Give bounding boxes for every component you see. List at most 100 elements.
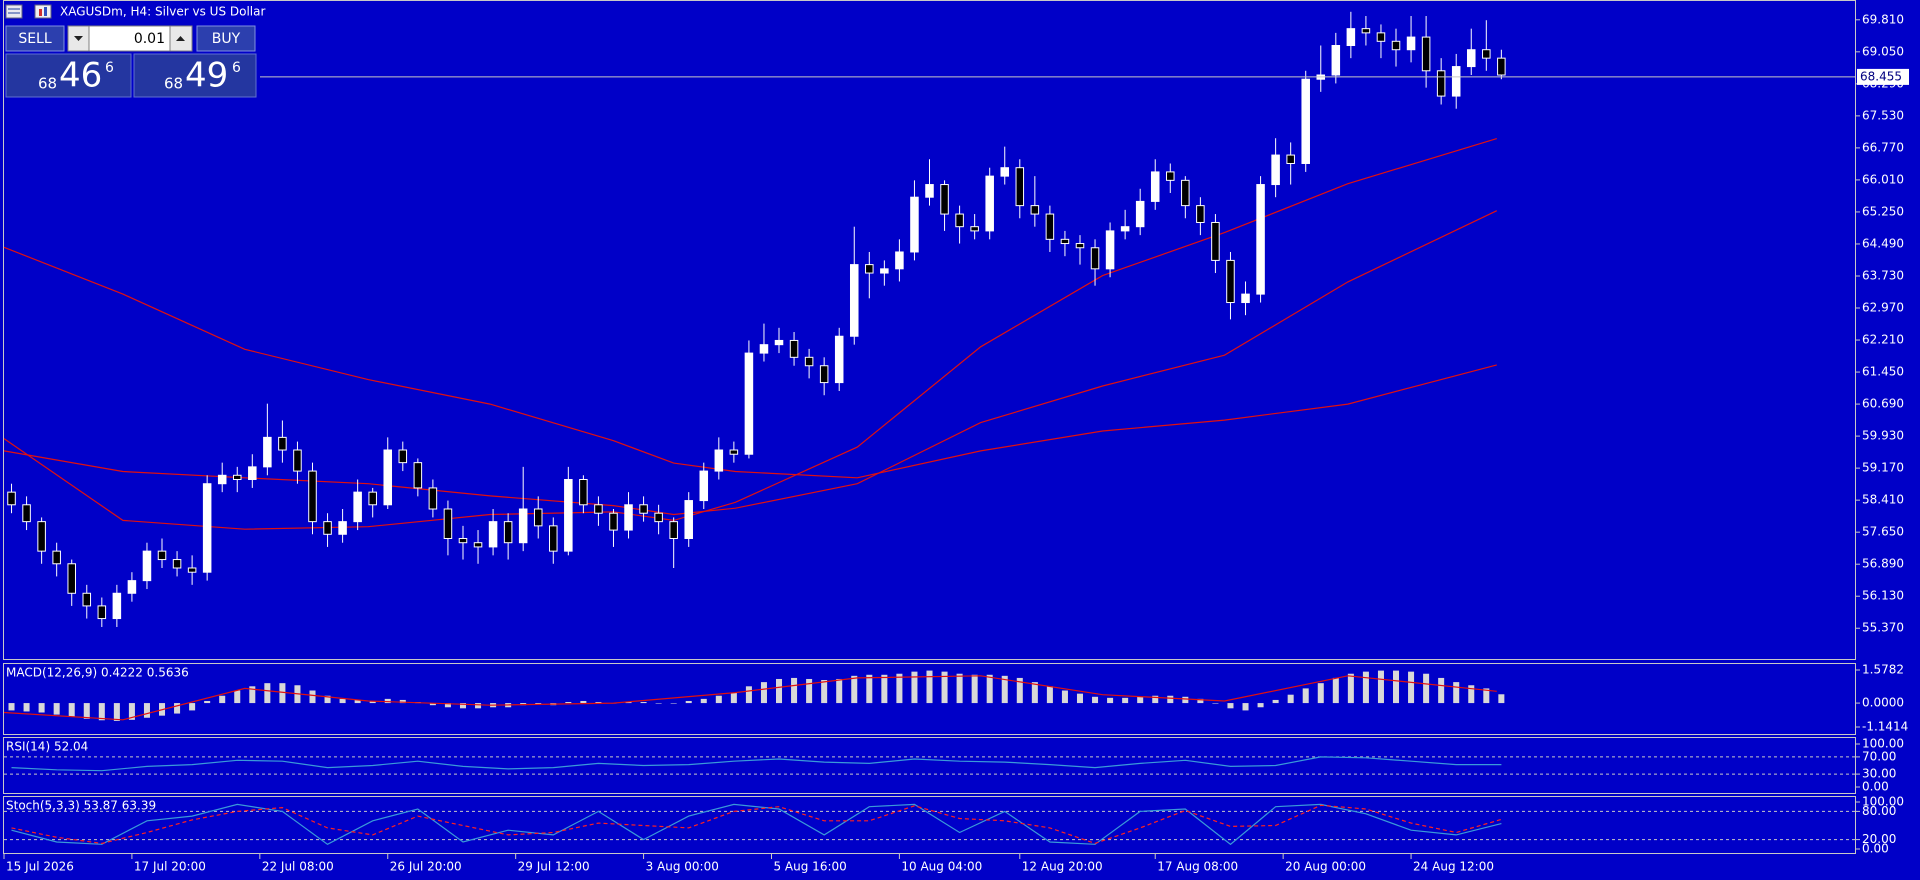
histogram-bar: [1438, 677, 1445, 704]
candle-body: [338, 521, 347, 535]
candle-body: [142, 550, 152, 582]
histogram-bar: [475, 703, 482, 709]
y-tick-label: 60.690: [1862, 397, 1904, 411]
series-line: [3, 675, 1497, 721]
histogram-bar: [1031, 682, 1038, 704]
candle-body: [834, 335, 844, 384]
indicator-label: Stoch(5,3,3) 53.87 63.39: [6, 799, 156, 813]
x-tick-label: 5 Aug 16:00: [773, 860, 846, 874]
histogram-bar: [83, 703, 90, 719]
candle-body: [383, 449, 393, 506]
histogram-bar: [38, 703, 45, 713]
sell-button[interactable]: [5, 25, 65, 52]
candle-body: [353, 491, 362, 523]
histogram-bar: [98, 703, 105, 721]
candle-body: [533, 508, 543, 527]
y-tick-label: 56.130: [1862, 589, 1904, 603]
sell-label: SELL: [18, 31, 52, 47]
trade-panel: XAGUSDm, H4: Silver vs US Dollar SELL 0.…: [5, 4, 265, 98]
histogram-bar: [851, 675, 858, 704]
candle-body: [684, 500, 693, 539]
histogram-bar: [911, 671, 918, 704]
candle-body: [1391, 40, 1401, 51]
y-tick-label: 66.010: [1862, 172, 1904, 186]
candle-body: [579, 479, 588, 506]
histogram-bar: [1242, 703, 1249, 711]
histogram-bar: [1393, 670, 1400, 704]
candle-body: [293, 449, 302, 472]
y-tick-label: 58.410: [1862, 493, 1904, 507]
histogram-bar: [745, 686, 752, 704]
series-line: [3, 138, 1497, 530]
y-tick-label: 0.00: [1862, 780, 1889, 794]
y-tick-label: 62.210: [1862, 333, 1904, 347]
histogram-bar: [1122, 697, 1129, 704]
volume-value: 0.01: [134, 31, 165, 47]
histogram-bar: [1212, 703, 1219, 704]
chart-icon[interactable]: [34, 4, 52, 19]
x-tick-label: 10 Aug 04:00: [901, 860, 982, 874]
candle-body: [428, 487, 438, 510]
x-tick-label: 29 Jul 12:00: [518, 860, 590, 874]
icon-bar: [39, 9, 42, 16]
bid-point: 6: [105, 60, 114, 76]
histogram-bar: [565, 702, 572, 704]
candle-body: [82, 592, 92, 607]
buy-button[interactable]: [196, 25, 256, 52]
candle-body: [789, 339, 799, 358]
bid-box[interactable]: [5, 53, 132, 98]
histogram-bar: [956, 673, 963, 704]
histogram-bar: [249, 686, 256, 704]
macd-panel-frame: [3, 663, 1856, 735]
candle-body: [488, 521, 498, 548]
histogram-bar: [174, 703, 181, 714]
candle-body: [1211, 221, 1220, 261]
candle-body: [112, 592, 122, 620]
candle-body: [458, 537, 468, 544]
candle-body: [22, 504, 31, 523]
ask-box[interactable]: [133, 53, 257, 98]
histogram-bar: [444, 703, 451, 708]
histogram-bar: [1197, 698, 1204, 704]
candle-body: [849, 264, 859, 337]
candle-body: [774, 339, 784, 346]
candle-body: [1376, 32, 1386, 42]
candle-body: [1045, 213, 1055, 240]
current-price-label: 68.455: [1860, 69, 1902, 83]
candle-body: [1256, 184, 1265, 295]
candle-body: [714, 449, 724, 472]
menu-icon[interactable]: [5, 4, 23, 19]
y-tick-label: 30.00: [1862, 767, 1896, 781]
candle-body: [880, 268, 889, 274]
candle-body: [1105, 230, 1115, 270]
series-line: [11, 803, 1502, 846]
histogram-bar: [429, 703, 436, 706]
candle-body: [1346, 28, 1356, 47]
candle-body: [955, 213, 964, 228]
histogram-bar: [399, 699, 406, 704]
candle-body: [1181, 179, 1190, 207]
up-arrow: [176, 36, 185, 41]
histogram-bar: [339, 698, 346, 704]
indicator-label: RSI(14) 52.04: [6, 740, 88, 754]
candle-body: [594, 504, 603, 514]
histogram-bar: [324, 695, 331, 704]
candle-body: [940, 184, 949, 215]
candle-body: [1226, 259, 1235, 304]
candle-body: [1497, 57, 1506, 76]
histogram-bar: [730, 692, 737, 704]
y-tick-label: 67.530: [1862, 108, 1904, 122]
histogram-bar: [700, 698, 707, 704]
histogram-bar: [1347, 673, 1354, 704]
histogram-bar: [1408, 671, 1415, 704]
histogram-bar: [760, 682, 767, 704]
histogram-bar: [354, 699, 361, 704]
candle-body: [1241, 293, 1250, 304]
histogram-bar: [1498, 694, 1505, 704]
candle-body: [729, 449, 739, 455]
histogram-bar: [128, 703, 135, 720]
y-tick-label: 65.250: [1862, 204, 1904, 218]
series-line: [11, 804, 1502, 845]
